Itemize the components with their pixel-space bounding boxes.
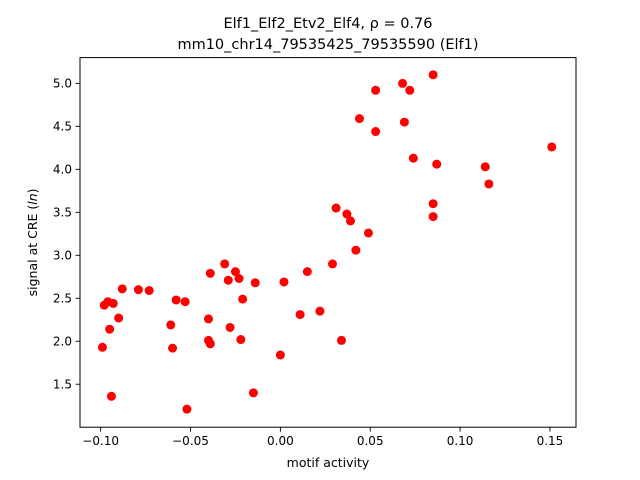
y-tick-label: 5.0 xyxy=(53,77,72,91)
data-point xyxy=(225,322,235,332)
x-tick-label: 0.15 xyxy=(537,434,564,448)
chart-title-line-2: mm10_chr14_79535425_79535590 (Elf1) xyxy=(177,37,478,53)
data-point xyxy=(484,179,494,189)
data-point xyxy=(315,306,325,316)
data-point xyxy=(250,278,260,288)
y-axis-label-prefix: signal at CRE ( xyxy=(25,205,40,297)
data-point xyxy=(205,268,215,278)
data-point xyxy=(223,275,233,285)
y-tick-label: 3.5 xyxy=(53,206,72,220)
y-tick-label: 2.5 xyxy=(53,292,72,306)
data-point xyxy=(234,274,244,284)
data-point xyxy=(108,298,118,308)
data-point xyxy=(166,320,176,330)
x-axis-ticks: −0.10 −0.05 0.00 0.05 0.10 0.15 xyxy=(82,427,563,448)
data-point xyxy=(363,228,373,238)
y-axis-label-italic: ln xyxy=(25,193,40,204)
data-point xyxy=(336,335,346,345)
data-point xyxy=(371,85,381,95)
data-point xyxy=(97,342,107,352)
data-point xyxy=(302,267,312,277)
data-point xyxy=(144,286,154,296)
data-point xyxy=(220,259,230,269)
data-point xyxy=(432,159,442,169)
data-point xyxy=(354,114,364,124)
data-point xyxy=(279,277,289,287)
x-tick-label: 0.05 xyxy=(357,434,384,448)
data-point xyxy=(399,117,409,127)
data-point xyxy=(238,294,248,304)
data-point xyxy=(342,209,352,219)
y-tick-label: 1.5 xyxy=(53,378,72,392)
data-point xyxy=(405,85,415,95)
data-point xyxy=(327,259,337,269)
data-point xyxy=(345,216,355,226)
data-point xyxy=(428,199,438,209)
data-point xyxy=(205,339,215,349)
x-tick-label: −0.10 xyxy=(82,434,119,448)
data-point xyxy=(106,391,116,401)
data-point xyxy=(408,153,418,163)
data-point xyxy=(171,295,181,305)
data-point xyxy=(114,313,124,323)
data-point xyxy=(371,127,381,137)
data-points xyxy=(97,70,557,414)
data-point xyxy=(428,212,438,222)
y-tick-label: 4.0 xyxy=(53,163,72,177)
y-axis-label-suffix: ) xyxy=(25,188,40,193)
data-point xyxy=(168,343,178,353)
data-point xyxy=(275,350,285,360)
data-point xyxy=(351,245,361,255)
data-point xyxy=(428,70,438,80)
y-axis-label: signal at CRE (ln) xyxy=(25,188,40,296)
data-point xyxy=(480,162,490,172)
x-tick-label: 0.00 xyxy=(267,434,294,448)
data-point xyxy=(230,267,240,277)
data-point xyxy=(295,310,305,320)
x-tick-label: −0.05 xyxy=(172,434,209,448)
data-point xyxy=(248,388,258,398)
data-point xyxy=(133,285,143,295)
data-point xyxy=(117,284,127,294)
y-tick-label: 2.0 xyxy=(53,335,72,349)
data-point xyxy=(398,78,408,88)
x-tick-label: 0.10 xyxy=(447,434,474,448)
data-point xyxy=(547,142,557,152)
data-point xyxy=(331,203,341,213)
data-point xyxy=(180,297,190,307)
x-axis-label: motif activity xyxy=(287,455,370,470)
data-point xyxy=(105,324,115,334)
data-point xyxy=(203,314,213,324)
y-tick-label: 4.5 xyxy=(53,120,72,134)
data-point xyxy=(182,404,192,414)
plot-area-frame xyxy=(79,57,577,428)
y-tick-label: 3.0 xyxy=(53,249,72,263)
y-axis-ticks: 1.5 2.0 2.5 3.0 3.5 4.0 4.5 5.0 xyxy=(53,77,80,392)
data-point xyxy=(236,335,246,345)
chart-title-line-1: Elf1_Elf2_Etv2_Elf4, ρ = 0.76 xyxy=(223,16,432,32)
